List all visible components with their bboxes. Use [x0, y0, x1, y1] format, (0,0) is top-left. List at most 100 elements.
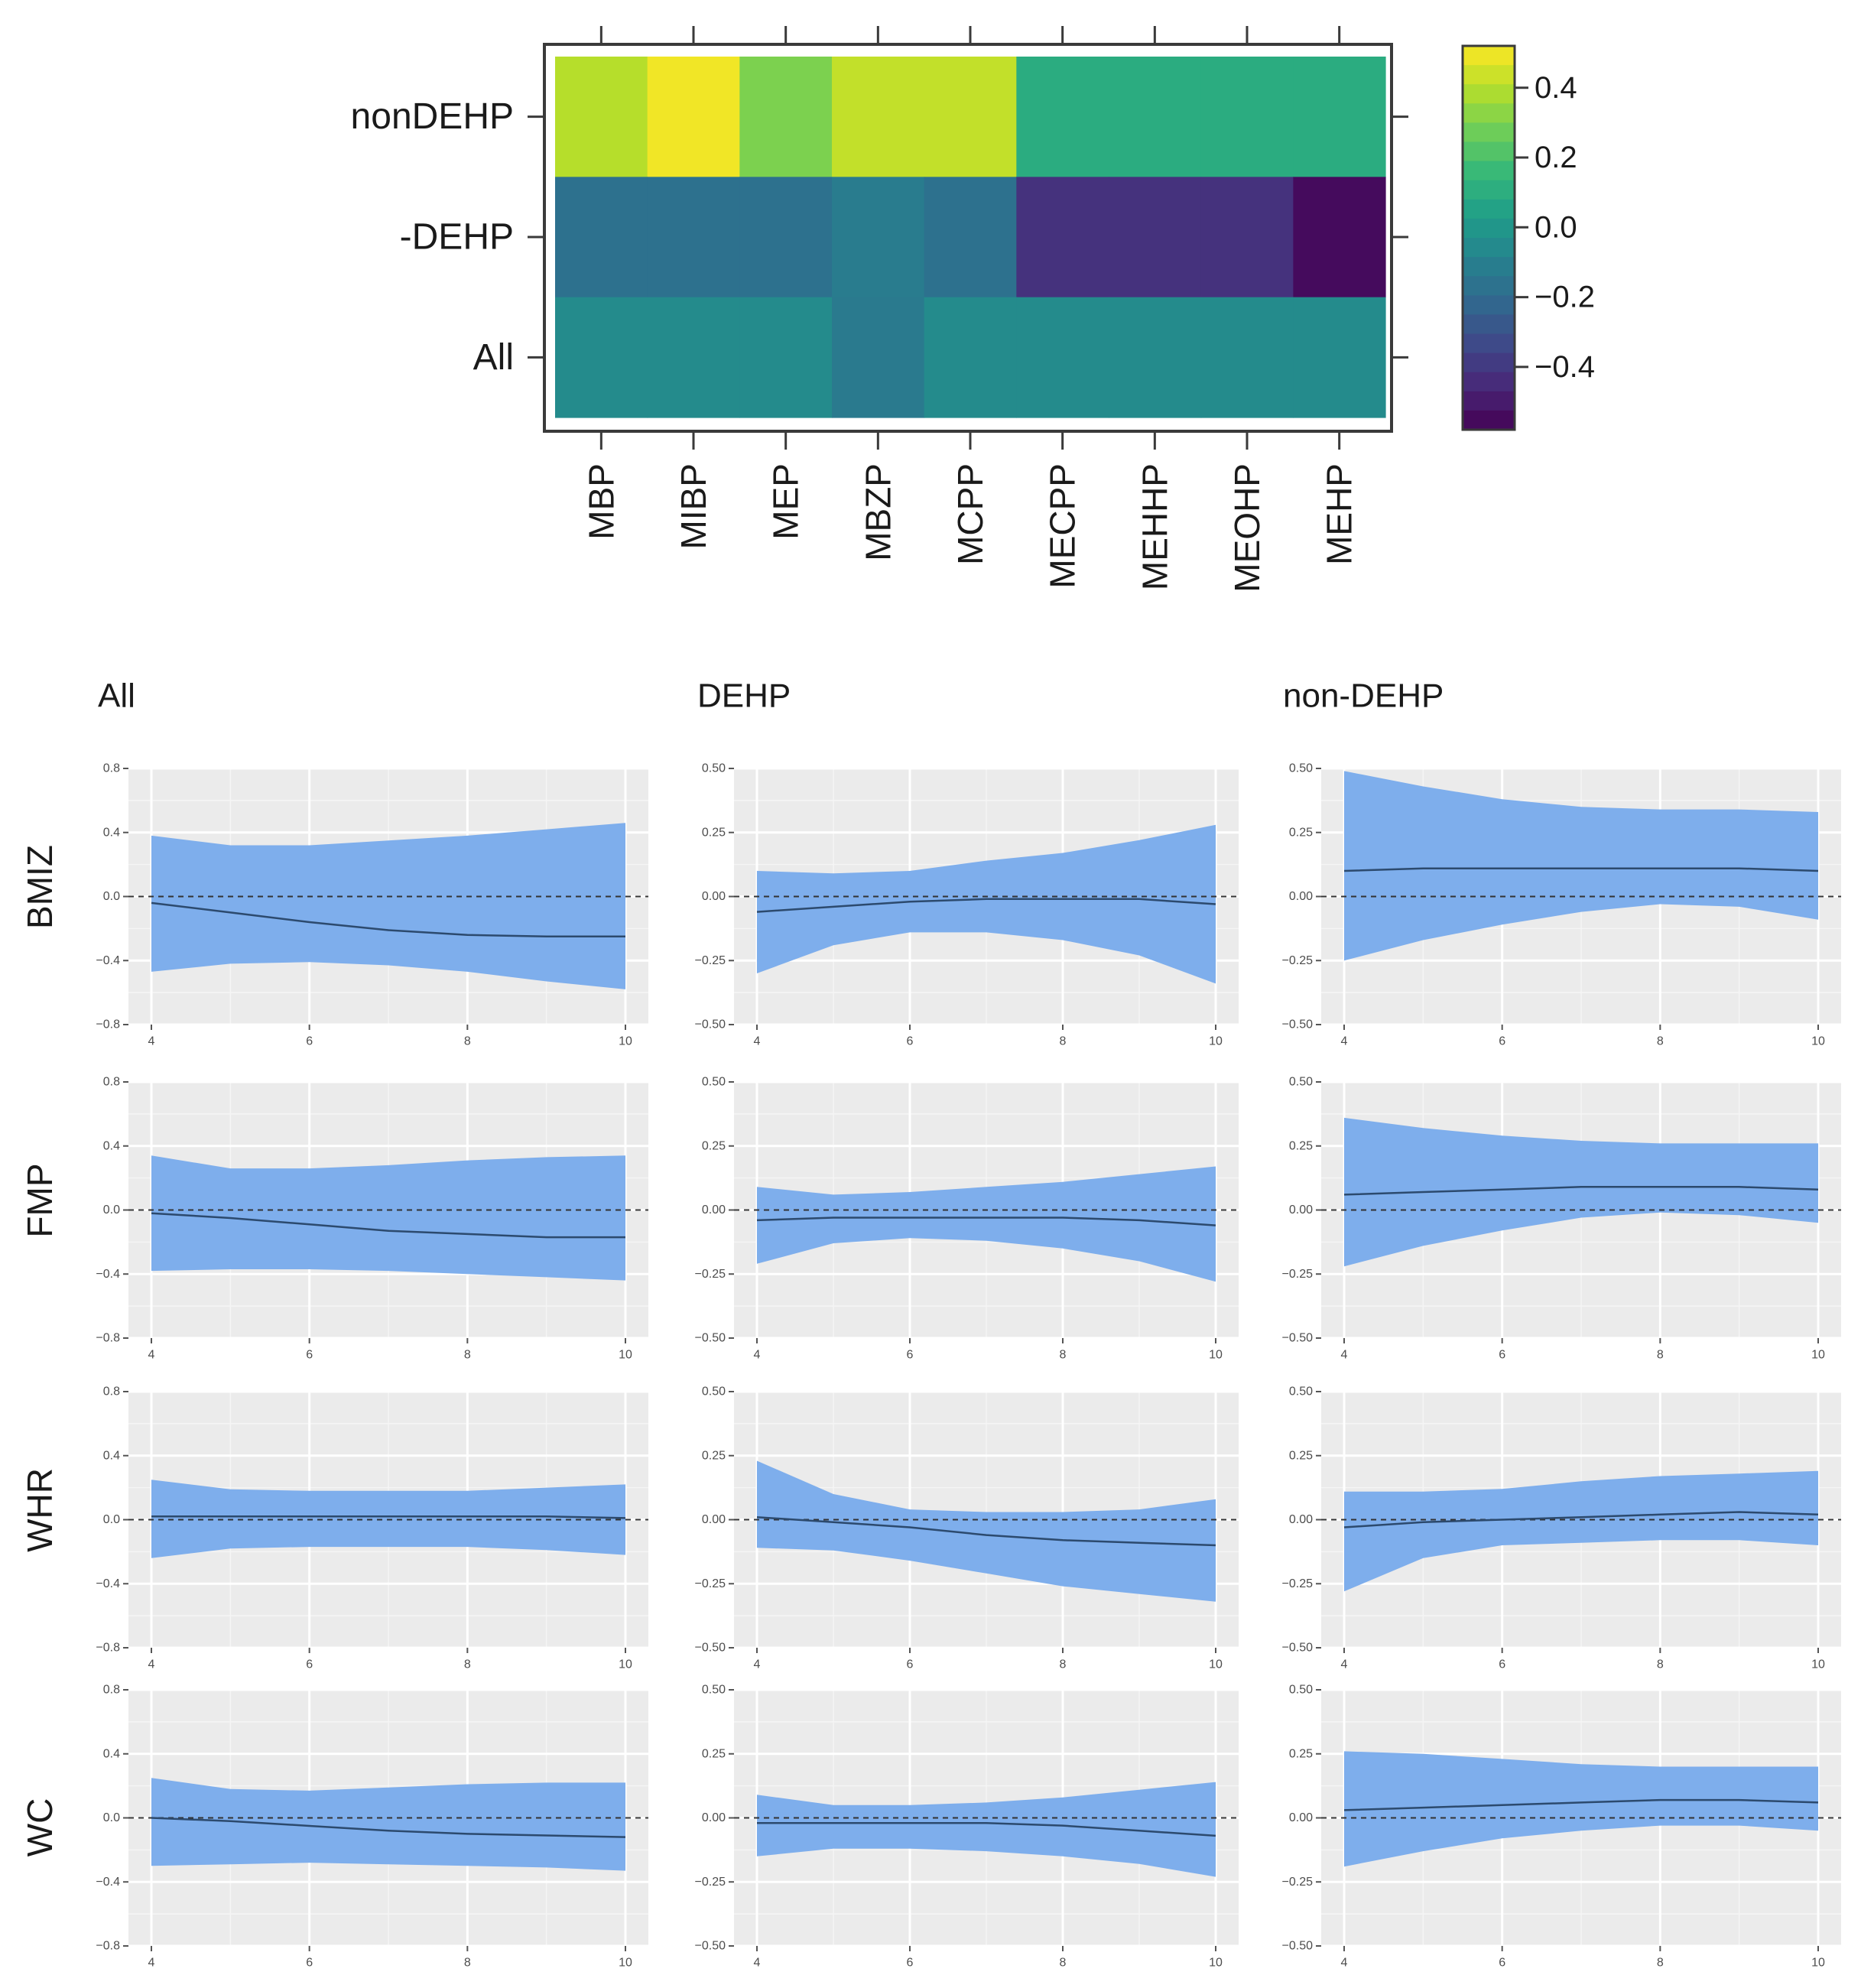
confidence-band: [1344, 771, 1818, 961]
y-tick-label: 0.25: [1289, 1747, 1313, 1760]
panel-row-title: FMP: [20, 1163, 60, 1237]
colorbar-step: [1463, 333, 1515, 354]
x-tick-label: 4: [754, 1035, 761, 1048]
mean-line: [757, 1821, 1216, 1837]
x-tick-label: 10: [619, 1035, 632, 1048]
heatmap-cell: [1293, 297, 1386, 418]
heatmap-cell: [924, 177, 1017, 298]
mean-line: [756, 1217, 1216, 1226]
x-tick-label: 10: [1811, 1957, 1825, 1970]
x-tick-label: 8: [464, 1349, 471, 1362]
panel-fmp-all: 0.8 0.4 0.0 −0.4 −0.8 4 6 8 10: [96, 1076, 648, 1362]
x-tick-label: 6: [1499, 1658, 1505, 1671]
mean-line: [756, 898, 1216, 913]
colorbar-step: [1463, 218, 1515, 239]
x-tick-label: 8: [1657, 1035, 1664, 1048]
colorbar-tick-label: −0.2: [1535, 281, 1595, 314]
x-tick-label: 6: [306, 1957, 313, 1970]
x-tick-label: 8: [464, 1035, 471, 1048]
row-label: nonDEHP: [351, 96, 514, 137]
confidence-band: [151, 1778, 625, 1871]
y-tick-label: −0.50: [1282, 1018, 1314, 1031]
x-tick-label: 10: [1811, 1035, 1825, 1048]
y-tick-label: −0.4: [96, 1577, 120, 1590]
panel-row-title: WHR: [20, 1468, 60, 1552]
column-label: MCPP: [950, 463, 990, 565]
mean-line: [1343, 867, 1819, 872]
y-tick-label: −0.50: [695, 1332, 726, 1345]
y-tick-label: 0.50: [702, 1076, 726, 1089]
y-tick-label: 0.4: [103, 826, 120, 839]
y-tick-label: −0.8: [96, 1018, 120, 1031]
confidence-band: [757, 824, 1216, 984]
colorbar-step: [1463, 84, 1515, 104]
y-tick-label: −0.4: [96, 954, 120, 967]
y-tick-label: −0.50: [695, 1642, 726, 1655]
x-tick-label: 6: [306, 1349, 313, 1362]
x-tick-label: 8: [1657, 1658, 1664, 1671]
y-tick-label: 0.00: [702, 1513, 726, 1526]
mean-line: [756, 1515, 1216, 1547]
heatmap-cell: [832, 57, 925, 177]
panel-whr-non-dehp: 0.50 0.25 0.00 −0.25 −0.50 4 6 8 10: [1282, 1385, 1841, 1671]
y-tick-label: 0.25: [1289, 826, 1313, 839]
x-tick-label: 4: [1341, 1658, 1348, 1671]
confidence-band: [1344, 1117, 1818, 1267]
y-tick-label: −0.25: [695, 954, 726, 967]
x-tick-label: 10: [619, 1957, 632, 1970]
colorbar-step: [1463, 391, 1515, 411]
x-tick-label: 4: [148, 1035, 155, 1048]
x-tick-label: 4: [1341, 1957, 1348, 1970]
colorbar-step: [1463, 122, 1515, 143]
mean-line: [151, 1817, 626, 1838]
panel-wc-dehp: 0.50 0.25 0.00 −0.25 −0.50 4 6 8 10: [695, 1684, 1239, 1970]
y-tick-label: −0.4: [96, 1268, 120, 1281]
colorbar: 0.4 0.2 0.0 −0.2 −0.4: [1461, 44, 1595, 431]
x-tick-label: 10: [1209, 1658, 1223, 1671]
y-tick-label: 0.50: [1289, 762, 1313, 775]
y-tick-label: 0.00: [1289, 1811, 1313, 1824]
panel-column-title: All: [98, 677, 135, 715]
x-tick-label: 10: [1209, 1957, 1223, 1970]
confidence-band: [757, 1166, 1216, 1282]
colorbar-tick-label: 0.2: [1535, 141, 1577, 174]
confidence-band: [757, 1782, 1216, 1877]
panel-fmp-non-dehp: 0.50 0.25 0.00 −0.25 −0.50 4 6 8 10: [1282, 1076, 1841, 1362]
confidence-band: [151, 823, 625, 989]
y-tick-label: −0.4: [96, 1876, 120, 1889]
y-tick-label: 0.50: [702, 762, 726, 775]
y-tick-label: −0.50: [695, 1018, 726, 1031]
x-tick-label: 10: [1209, 1035, 1223, 1048]
heatmap-cell: [832, 177, 925, 298]
colorbar-step: [1463, 257, 1515, 277]
y-tick-label: −0.25: [695, 1876, 726, 1889]
x-tick-label: 8: [464, 1957, 471, 1970]
colorbar-step: [1463, 103, 1515, 123]
y-tick-label: −0.25: [1282, 1577, 1314, 1590]
y-tick-label: −0.25: [695, 1577, 726, 1590]
mean-line: [151, 901, 625, 938]
x-tick-label: 8: [1657, 1957, 1664, 1970]
x-tick-label: 6: [1499, 1035, 1505, 1048]
x-tick-label: 6: [306, 1035, 313, 1048]
column-label: MEP: [766, 463, 806, 540]
mean-line: [1343, 1798, 1819, 1811]
heatmap-cell: [555, 177, 648, 298]
y-tick-label: −0.25: [1282, 954, 1314, 967]
colorbar-step: [1463, 141, 1515, 162]
x-tick-label: 8: [1060, 1035, 1067, 1048]
panel-bmiz-all: 0.8 0.4 0.0 −0.4 −0.8 4 6 8 10: [96, 762, 648, 1048]
confidence-band: [151, 1155, 625, 1281]
y-tick-label: 0.25: [702, 1747, 726, 1760]
heatmap-cell: [647, 177, 740, 298]
panel-wc-all: 0.8 0.4 0.0 −0.4 −0.8 4 6 8 10: [96, 1684, 648, 1970]
y-tick-label: 0.0: [103, 1513, 120, 1526]
column-label: MECPP: [1043, 463, 1083, 589]
heatmap-cell: [924, 57, 1017, 177]
heatmap-cell: [739, 177, 833, 298]
y-tick-label: 0.25: [1289, 1139, 1313, 1152]
x-tick-label: 10: [1209, 1349, 1223, 1362]
y-tick-label: 0.4: [103, 1449, 120, 1462]
y-tick-label: 0.0: [103, 1811, 120, 1824]
x-tick-label: 4: [148, 1658, 155, 1671]
